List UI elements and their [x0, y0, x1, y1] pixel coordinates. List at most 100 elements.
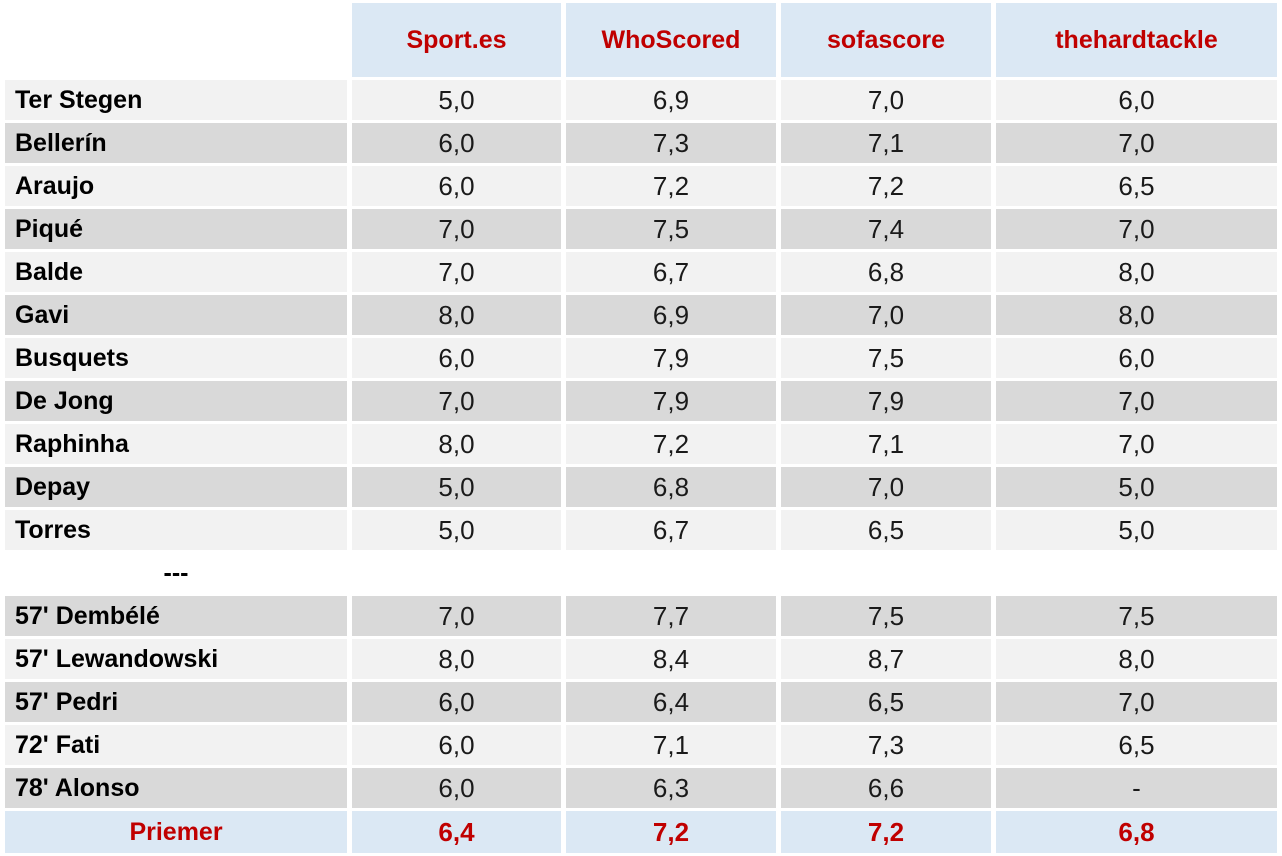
- rating-cell: -: [996, 768, 1277, 808]
- column-header-sofascore: sofascore: [781, 3, 991, 77]
- rating-cell: 5,0: [352, 80, 561, 120]
- rating-cell: 7,1: [781, 123, 991, 163]
- rating-cell: 6,5: [996, 725, 1277, 765]
- average-rating-cell: 6,4: [352, 811, 561, 853]
- rating-cell: 6,0: [996, 80, 1277, 120]
- table-row: Torres 5,0 6,7 6,5 5,0: [5, 510, 1277, 550]
- player-name-cell: Bellerín: [5, 123, 347, 163]
- player-name-cell: Torres: [5, 510, 347, 550]
- rating-cell: 6,5: [781, 682, 991, 722]
- rating-cell: 7,0: [352, 381, 561, 421]
- rating-cell: 7,0: [352, 252, 561, 292]
- rating-cell: 6,3: [566, 768, 776, 808]
- rating-cell: 7,2: [566, 424, 776, 464]
- separator-label: ---: [163, 558, 189, 587]
- player-name-cell: Ter Stegen: [5, 80, 347, 120]
- corner-cell: [5, 3, 347, 77]
- player-name-cell: Busquets: [5, 338, 347, 378]
- average-rating-cell: 7,2: [566, 811, 776, 853]
- column-header-thehardtackle: thehardtackle: [996, 3, 1277, 77]
- rating-cell: 6,5: [996, 166, 1277, 206]
- player-name-cell: 78' Alonso: [5, 768, 347, 808]
- rating-cell: 7,7: [566, 596, 776, 636]
- rating-cell: 8,0: [996, 295, 1277, 335]
- table-row: Piqué 7,0 7,5 7,4 7,0: [5, 209, 1277, 249]
- rating-cell: 6,9: [566, 295, 776, 335]
- rating-cell: 7,9: [566, 381, 776, 421]
- table-row: 78' Alonso 6,0 6,3 6,6-: [5, 768, 1277, 808]
- player-name-cell: Raphinha: [5, 424, 347, 464]
- rating-cell: 6,0: [352, 725, 561, 765]
- rating-cell: 7,3: [566, 123, 776, 163]
- rating-cell: 8,4: [566, 639, 776, 679]
- rating-cell: 7,9: [566, 338, 776, 378]
- table-row: Araujo 6,0 7,2 7,2 6,5: [5, 166, 1277, 206]
- rating-cell: 6,9: [566, 80, 776, 120]
- header-row: Sport.es WhoScored sofascore thehardtack…: [5, 3, 1277, 77]
- average-label: Priemer: [5, 811, 347, 853]
- table-row: Busquets 6,0 7,9 7,5 6,0: [5, 338, 1277, 378]
- rating-cell: 7,0: [352, 596, 561, 636]
- rating-cell: 7,5: [996, 596, 1277, 636]
- rating-cell: 7,0: [996, 209, 1277, 249]
- column-header-whoscored: WhoScored: [566, 3, 776, 77]
- separator-row: ---: [5, 553, 1277, 593]
- rating-cell: 6,0: [352, 123, 561, 163]
- rating-cell: 8,0: [352, 295, 561, 335]
- table-row: Balde 7,0 6,7 6,8 8,0: [5, 252, 1277, 292]
- table-row: De Jong 7,0 7,9 7,9 7,0: [5, 381, 1277, 421]
- rating-cell: 7,3: [781, 725, 991, 765]
- rating-cell: 6,7: [566, 510, 776, 550]
- player-name-cell: Balde: [5, 252, 347, 292]
- rating-cell: 7,1: [566, 725, 776, 765]
- rating-cell: 6,0: [352, 166, 561, 206]
- table-row: 57' Pedri 6,0 6,4 6,5 7,0: [5, 682, 1277, 722]
- average-rating-cell: 7,2: [781, 811, 991, 853]
- rating-cell: 8,0: [352, 639, 561, 679]
- empty-cell: [781, 553, 991, 593]
- rating-cell: 7,0: [352, 209, 561, 249]
- rating-cell: 8,7: [781, 639, 991, 679]
- rating-cell: 8,0: [996, 252, 1277, 292]
- rating-cell: 7,0: [996, 424, 1277, 464]
- rating-cell: 8,0: [996, 639, 1277, 679]
- rating-cell: 5,0: [996, 510, 1277, 550]
- rating-cell: 7,0: [781, 80, 991, 120]
- rating-cell: 6,7: [566, 252, 776, 292]
- table-row: 57' Dembélé 7,0 7,7 7,5 7,5: [5, 596, 1277, 636]
- rating-cell: 5,0: [352, 510, 561, 550]
- rating-cell: 6,0: [352, 682, 561, 722]
- player-name-cell: 72' Fati: [5, 725, 347, 765]
- rating-cell: 7,0: [996, 381, 1277, 421]
- rating-cell: 8,0: [352, 424, 561, 464]
- rating-cell: 7,0: [996, 123, 1277, 163]
- table-row: Bellerín 6,0 7,3 7,1 7,0: [5, 123, 1277, 163]
- rating-cell: 5,0: [996, 467, 1277, 507]
- rating-cell: 6,0: [352, 338, 561, 378]
- rating-cell: 7,4: [781, 209, 991, 249]
- rating-cell: 6,8: [566, 467, 776, 507]
- rating-cell: 7,1: [781, 424, 991, 464]
- table-row: Gavi 8,0 6,9 7,0 8,0: [5, 295, 1277, 335]
- table-row: Depay 5,0 6,8 7,0 5,0: [5, 467, 1277, 507]
- rating-cell: 7,0: [996, 682, 1277, 722]
- rating-cell: 7,5: [781, 338, 991, 378]
- player-name-cell: 57' Pedri: [5, 682, 347, 722]
- rating-cell: 7,0: [781, 467, 991, 507]
- player-name-cell: Gavi: [5, 295, 347, 335]
- table-row: Ter Stegen 5,0 6,9 7,0 6,0: [5, 80, 1277, 120]
- rating-cell: 6,0: [352, 768, 561, 808]
- empty-cell: [566, 553, 776, 593]
- rating-cell: 7,2: [781, 166, 991, 206]
- player-name-cell: Araujo: [5, 166, 347, 206]
- rating-cell: 5,0: [352, 467, 561, 507]
- player-name-cell: De Jong: [5, 381, 347, 421]
- rating-cell: 7,5: [566, 209, 776, 249]
- player-name-cell: Piqué: [5, 209, 347, 249]
- player-name-cell: Depay: [5, 467, 347, 507]
- table-row: 57' Lewandowski 8,0 8,4 8,7 8,0: [5, 639, 1277, 679]
- column-header-sport-es: Sport.es: [352, 3, 561, 77]
- empty-cell: [996, 553, 1277, 593]
- table-row: Raphinha 8,0 7,2 7,1 7,0: [5, 424, 1277, 464]
